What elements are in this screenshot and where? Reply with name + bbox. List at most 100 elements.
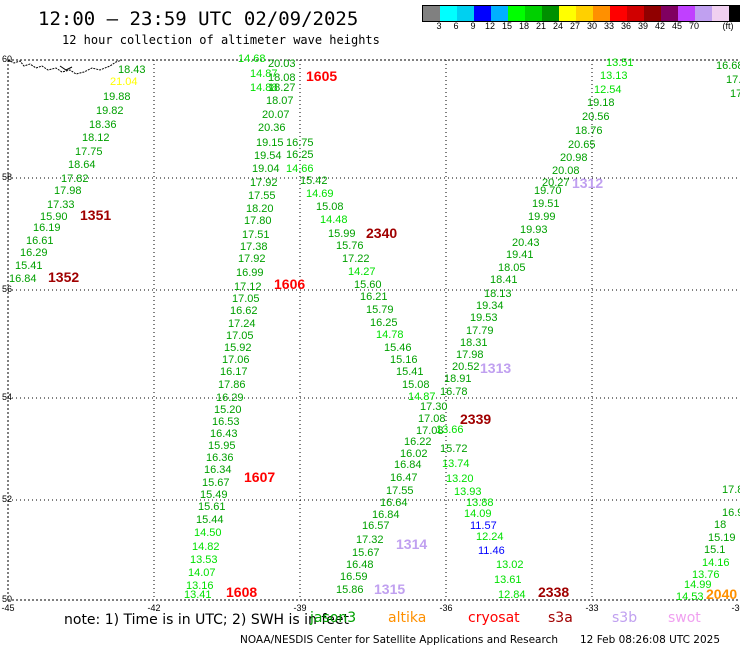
wave-height-value: 20.65 [568, 139, 596, 151]
wave-height-value: 14.68 [238, 53, 266, 65]
wave-height-value: 17.08 [416, 425, 444, 437]
colorbar-swatch [508, 6, 525, 21]
wave-height-value: 20.98 [560, 152, 588, 164]
track-id-label: 2339 [460, 411, 491, 427]
wave-height-value: 15.76 [336, 240, 364, 252]
track-id-label: 2340 [366, 225, 397, 241]
colorbar-swatch [593, 6, 610, 21]
colorbar-label: 3 [436, 21, 442, 31]
coastline-greenland [7, 59, 123, 75]
wave-height-value: 13.53 [190, 554, 218, 566]
wave-height-value: 13.20 [446, 473, 474, 485]
wave-height-value: 13.76 [692, 569, 720, 581]
wave-height-value: 15.95 [208, 440, 236, 452]
wave-height-value: 16.48 [346, 559, 374, 571]
wave-height-value: 16.84 [372, 509, 400, 521]
track-id-label: 1608 [226, 584, 257, 600]
wave-height-value: 19.53 [470, 312, 498, 324]
track-id-label: 1352 [48, 269, 79, 285]
lon-tick-label: -36 [439, 603, 452, 613]
wave-height-value: 14.66 [286, 163, 314, 175]
wave-height-value: 15.44 [196, 514, 224, 526]
wave-height-value: 18.91 [444, 373, 472, 385]
wave-height-value: 17.55 [386, 485, 414, 497]
lon-tick-label: -45 [1, 603, 14, 613]
wave-height-value: 16.43 [210, 428, 238, 440]
wave-height-value: 18.12 [82, 132, 110, 144]
wave-height-value: 18.08 [268, 72, 296, 84]
wave-height-value: 19.70 [534, 185, 562, 197]
wave-height-value: 18.36 [89, 119, 117, 131]
wave-height-value: 17.05 [232, 293, 260, 305]
wave-height-value: 14.64 [0, 0, 28, 3]
wave-height-value: 18.31 [460, 337, 488, 349]
wave-height-value: 16.90 [722, 507, 740, 519]
wave-height-value: 19.93 [520, 224, 548, 236]
wave-height-value: 17.75 [75, 146, 103, 158]
colorbar-label: 45 [671, 21, 683, 31]
wave-height-value: 18.07 [266, 95, 294, 107]
timestamp-text: 12 Feb 08:26:08 UTC 2025 [580, 634, 720, 646]
wave-height-value: 20.27 [542, 177, 570, 189]
colorbar-swatch [423, 6, 440, 21]
wave-height-value: 14.16 [702, 557, 730, 569]
wave-height-value: 19.88 [103, 91, 131, 103]
colorbar-swatch [491, 6, 508, 21]
colorbar-swatch [440, 6, 457, 21]
colorbar-label: 24 [552, 21, 564, 31]
wave-height-value: 15.72 [440, 443, 468, 455]
colorbar-swatch [474, 6, 491, 21]
wave-height-value: 20.07 [262, 109, 290, 121]
wave-height-value: 12.84 [498, 589, 526, 601]
colorbar-label: 27 [569, 21, 581, 31]
wave-height-value: 14.49 [0, 0, 28, 3]
wave-height-value: 20.52 [452, 361, 480, 373]
wave-height-value: 16.99 [236, 267, 264, 279]
track-labels: 1605 1351 1352 2340 1606 1312 1313 2339 1607 1314… [48, 68, 737, 602]
wave-height-value: 18.64 [68, 159, 96, 171]
wave-height-value: 14.69 [306, 188, 334, 200]
track-id-label: 1315 [374, 581, 405, 597]
wave-height-value: 15.1 [704, 544, 725, 556]
wave-height-value: 14.09 [464, 508, 492, 520]
wave-height-value: 13.02 [496, 559, 524, 571]
wave-height-value: 17.86 [218, 379, 246, 391]
wave-height-value: 17.82 [61, 173, 89, 185]
lon-tick-label: -30 [731, 603, 740, 613]
legend-entry-s3a: s3a [548, 610, 573, 626]
colorbar [422, 5, 740, 22]
wave-height-value: 11.46 [478, 545, 505, 557]
colorbar-label: 6 [453, 21, 459, 31]
legend-entry-swot: swot [668, 610, 701, 626]
wave-height-value: 15.67 [202, 477, 230, 489]
note-text: note: 1) Time is in UTC; 2) SWH is in fe… [64, 612, 350, 628]
wave-height-value: 19.15 [256, 137, 284, 149]
colorbar-label: 9 [470, 21, 476, 31]
wave-height-value: 18.13 [484, 288, 512, 300]
wave-height-value: 13.16 [186, 580, 214, 592]
wave-height-value: 15.86 [336, 584, 364, 596]
colorbar-label: 33 [603, 21, 615, 31]
wave-height-value: 15.16 [390, 354, 418, 366]
wave-height-value: 16.61 [26, 235, 54, 247]
wave-height-value: 18.76 [575, 125, 603, 137]
track-id-label: 1351 [80, 207, 111, 223]
wave-height-value: 19.34 [476, 300, 504, 312]
colorbar-swatch [661, 6, 678, 21]
colorbar-swatch [729, 6, 740, 21]
satellite-legend: jason3 altika cryosat s3a s3b swot [0, 610, 740, 632]
colorbar-label: 39 [637, 21, 649, 31]
wave-height-value: 16.29 [216, 392, 244, 404]
wave-height-value: 20.08 [552, 165, 580, 177]
page-subtitle: 12 hour collection of altimeter wave hei… [62, 33, 380, 47]
lat-tick-label: 56 [2, 284, 12, 294]
wave-height-value: 17.55 [248, 190, 276, 202]
wave-height-value: 14.53 [676, 591, 704, 603]
wave-height-value: 16.21 [360, 291, 388, 303]
legend-entry-cryosat: cryosat [468, 610, 520, 626]
wave-height-value: 20.43 [512, 237, 540, 249]
lat-tick-label: 50 [2, 594, 12, 604]
colorbar-swatch [525, 6, 542, 21]
lon-tick-label: -33 [585, 603, 598, 613]
